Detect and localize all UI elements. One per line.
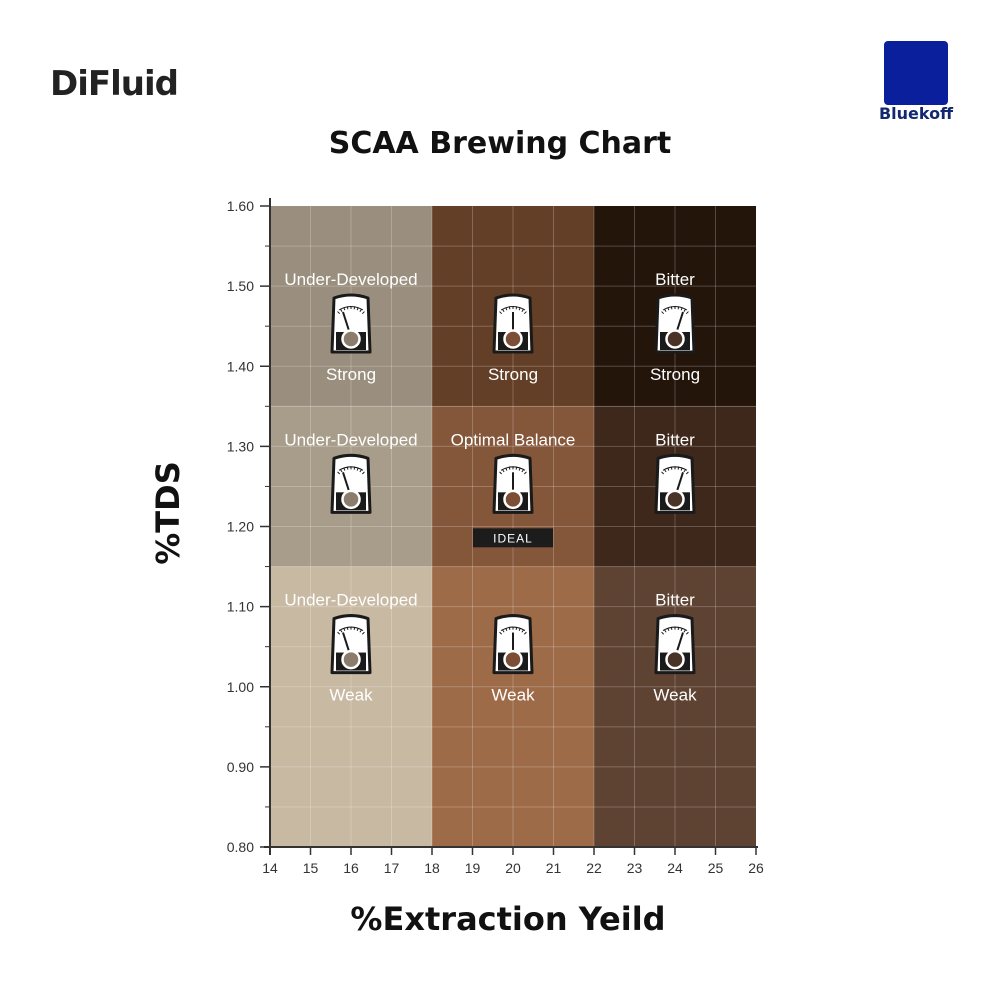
region-6: [270, 566, 432, 847]
y-axis-label: %TDS: [149, 461, 187, 565]
x-tick-label: 20: [505, 860, 521, 876]
gauge-icon: [654, 453, 696, 514]
gauge-icon: [330, 293, 372, 354]
brand-title: DiFluid: [50, 64, 179, 104]
region-8: [594, 566, 756, 847]
chart-axes: 0.80 0.90 1.00 1.10 1.20 1.30 1.40 1.50 1.60 14 15…: [227, 198, 764, 876]
region-sublabel: Weak: [329, 686, 373, 705]
region-7: [432, 566, 594, 847]
y-tick-label: 1.10: [227, 599, 254, 615]
region-label: Bitter: [655, 591, 695, 610]
y-tick-label: 1.00: [227, 679, 254, 695]
x-tick-label: 16: [343, 860, 359, 876]
ideal-badge-label: IDEAL: [493, 531, 533, 545]
region-sublabel: Weak: [491, 686, 535, 705]
x-tick-label: 22: [586, 860, 602, 876]
y-tick-label: 1.60: [227, 198, 254, 214]
region-sublabel: Strong: [326, 365, 376, 384]
x-tick-label: 19: [465, 860, 481, 876]
x-tick-label: 26: [748, 860, 764, 876]
region-label: Optimal Balance: [451, 430, 576, 449]
region-label: Bitter: [655, 270, 695, 289]
y-tick-label: 0.90: [227, 759, 254, 775]
region-label: Bitter: [655, 430, 695, 449]
bluekoff-logo-text: Bluekoff: [878, 104, 954, 123]
ideal-badge: [473, 528, 553, 548]
y-tick-label: 1.50: [227, 278, 254, 294]
y-tick-label: 1.40: [227, 358, 254, 374]
x-tick-label: 15: [303, 860, 319, 876]
region-label: Under-Developed: [284, 430, 417, 449]
x-tick-label: 14: [262, 860, 278, 876]
x-tick-label: 23: [627, 860, 643, 876]
gauge-icon: [654, 293, 696, 354]
region-label: Under-Developed: [284, 591, 417, 610]
x-tick-label: 24: [667, 860, 683, 876]
x-axis-label: %Extraction Yeild: [350, 900, 666, 938]
bluekoff-logo-square: [884, 41, 948, 105]
x-tick-label: 25: [708, 860, 724, 876]
region-sublabel: Strong: [650, 365, 700, 384]
y-tick-label: 0.80: [227, 839, 254, 855]
x-tick-label: 17: [384, 860, 400, 876]
gauge-icon: [654, 614, 696, 675]
gauge-icon: [492, 293, 534, 354]
gauge-icon: [330, 614, 372, 675]
chart-title: SCAA Brewing Chart: [328, 126, 672, 161]
gauge-icon: [492, 614, 534, 675]
y-tick-label: 1.20: [227, 519, 254, 535]
region-sublabel: Strong: [488, 365, 538, 384]
y-tick-label: 1.30: [227, 438, 254, 454]
x-tick-label: 21: [546, 860, 562, 876]
region-label: Under-Developed: [284, 270, 417, 289]
region-annotations: Under-Developed Strong Strong Bitter Strong U…: [284, 270, 700, 705]
region-sublabel: Weak: [653, 686, 697, 705]
gauge-icon: [330, 453, 372, 514]
gauge-icon: [492, 453, 534, 514]
x-tick-label: 18: [424, 860, 440, 876]
